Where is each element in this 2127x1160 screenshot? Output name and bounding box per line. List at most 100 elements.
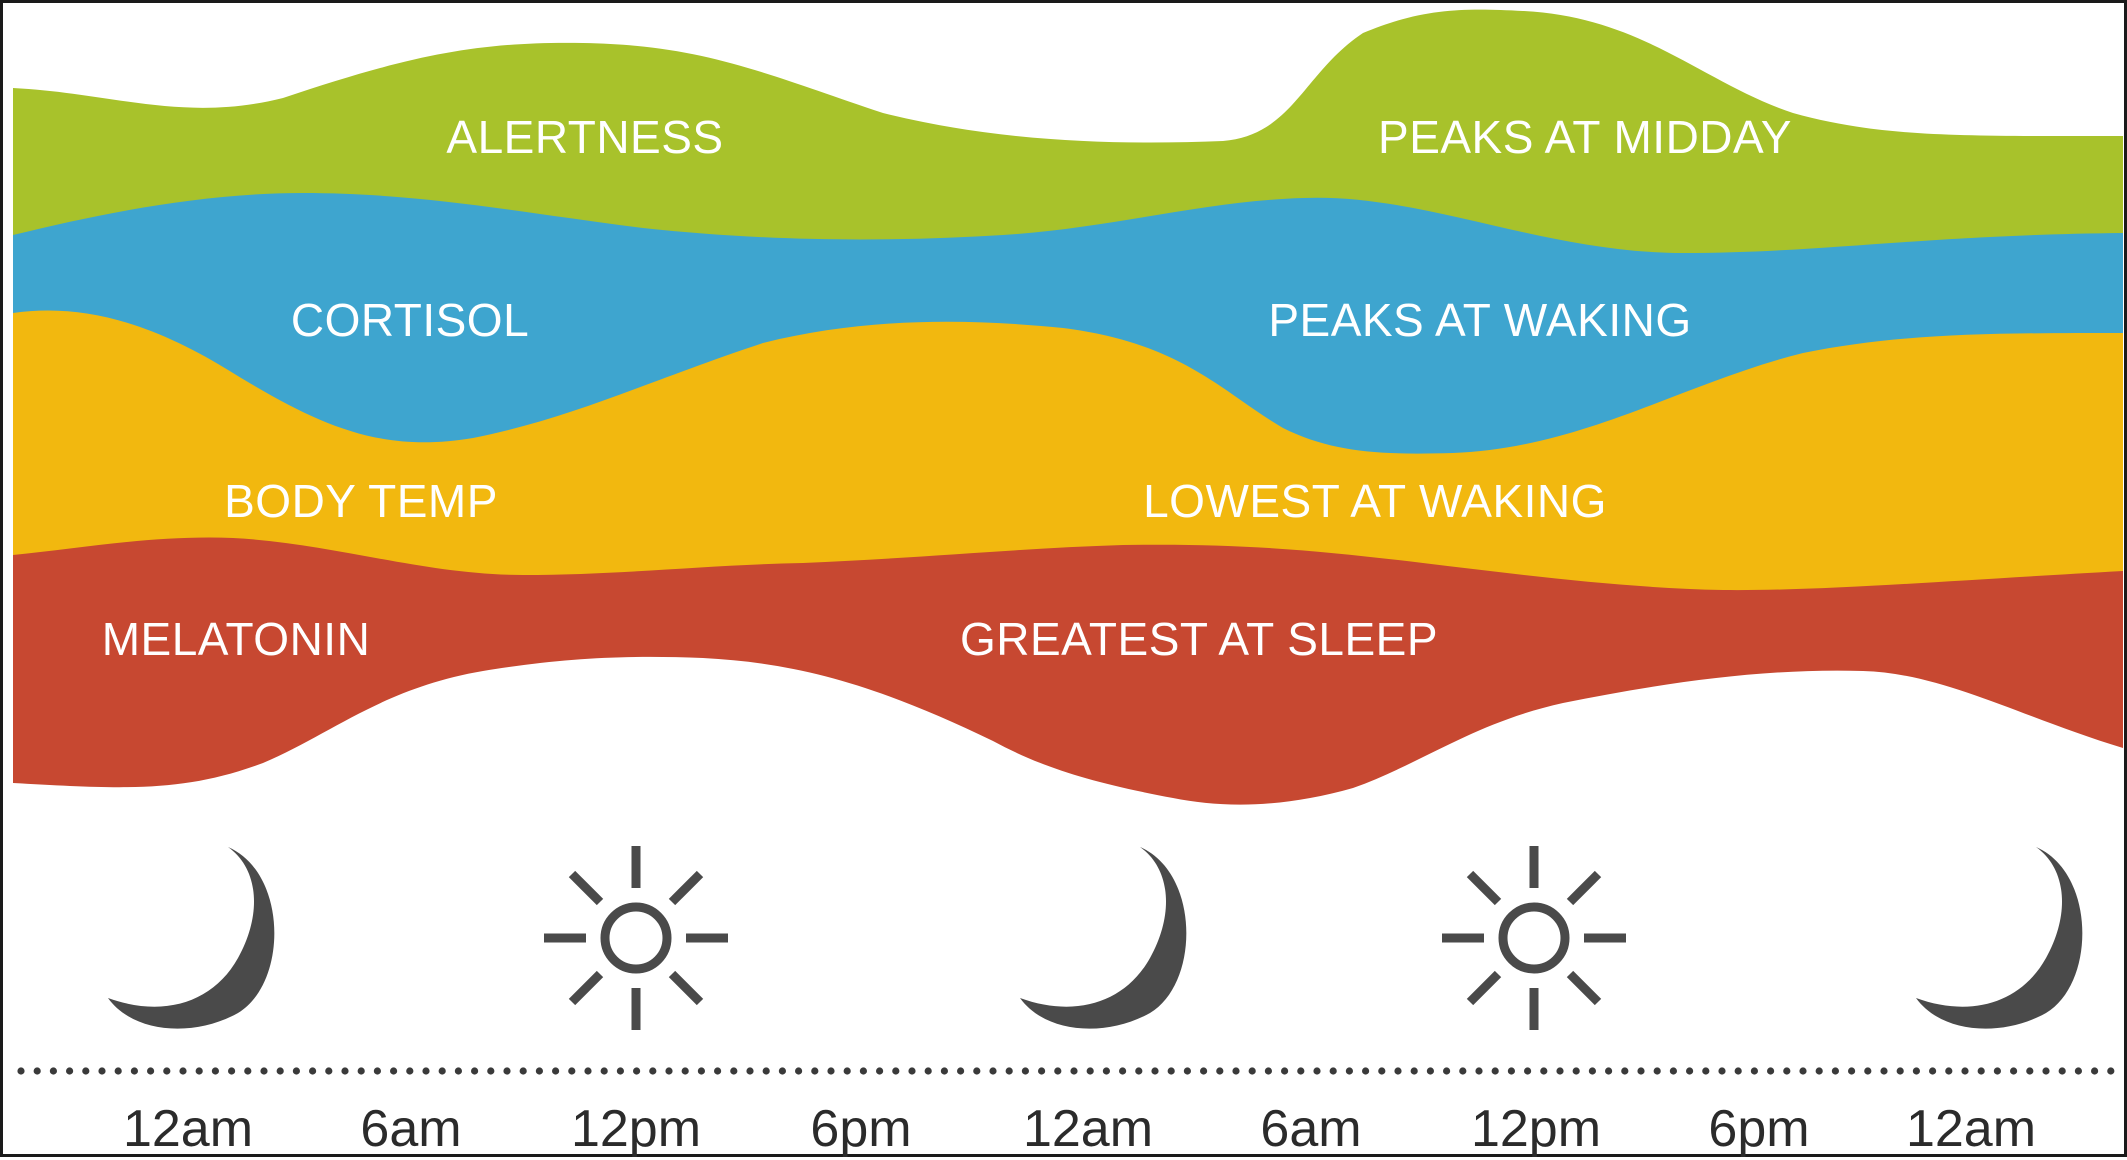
timeline-dot: [697, 1067, 706, 1075]
timeline-dot: [1929, 1067, 1937, 1075]
timeline-dot: [568, 1067, 576, 1075]
timeline-dot: [1410, 1067, 1418, 1075]
timeline-dot: [1151, 1067, 1159, 1075]
timeline-dot: [1313, 1067, 1321, 1075]
timeline-dot: [1831, 1067, 1839, 1075]
timeline-dot: [309, 1067, 317, 1075]
timeline-dot: [1232, 1067, 1240, 1075]
timeline-dot: [373, 1067, 381, 1075]
timeline-dot: [244, 1067, 252, 1075]
time-label: 6pm: [810, 1100, 911, 1158]
melatonin-band: [13, 537, 2123, 805]
timeline-dot: [1005, 1067, 1013, 1075]
timeline-dot: [746, 1067, 754, 1075]
timeline-dot: [1507, 1067, 1515, 1075]
timeline-dot: [82, 1067, 90, 1075]
timeline-dot: [600, 1067, 608, 1075]
time-label: 6am: [1260, 1100, 1361, 1158]
timeline-dot: [1119, 1067, 1127, 1075]
timeline-dot: [1686, 1067, 1694, 1075]
alertness-description: PEAKS AT MIDDAY: [1378, 111, 1792, 163]
timeline-dot: [1054, 1067, 1062, 1075]
timeline-dot: [1783, 1067, 1791, 1075]
timeline-dot: [1038, 1067, 1046, 1075]
timeline-dot: [1864, 1067, 1872, 1075]
timeline-dot: [406, 1067, 414, 1075]
timeline-dot: [454, 1067, 462, 1075]
timeline-dot: [1345, 1067, 1353, 1075]
timeline-dot: [1362, 1067, 1370, 1075]
timeline-dot: [228, 1067, 236, 1075]
timeline-dot: [503, 1067, 511, 1075]
timeline-dot: [957, 1067, 965, 1075]
timeline-dot: [260, 1067, 268, 1075]
timeline-dot: [1588, 1067, 1596, 1075]
timeline-dot: [1491, 1067, 1499, 1075]
dotted-timeline: [17, 1067, 2115, 1075]
timeline-dot: [1443, 1067, 1451, 1075]
timeline-dot: [1799, 1067, 1807, 1075]
timeline-dot: [552, 1067, 560, 1075]
timeline-dot: [584, 1067, 592, 1075]
timeline-dot: [924, 1067, 932, 1075]
timeline-dot: [730, 1067, 738, 1075]
timeline-dot: [2107, 1067, 2115, 1075]
timeline-dot: [1264, 1067, 1272, 1075]
timeline-dot: [535, 1067, 544, 1075]
timeline-dot: [940, 1067, 949, 1075]
cortisol-description: PEAKS AT WAKING: [1268, 294, 1691, 346]
timeline-dot: [1378, 1067, 1386, 1075]
timeline-dot: [1880, 1067, 1888, 1075]
timeline-dot: [1459, 1067, 1467, 1075]
time-label: 12am: [123, 1100, 253, 1158]
sun-icon: [1442, 846, 1626, 1030]
timeline-dot: [276, 1067, 284, 1075]
timeline-dot: [811, 1067, 819, 1075]
timeline-dot: [2091, 1067, 2099, 1075]
timeline-dot: [973, 1067, 981, 1075]
timeline-dot: [1912, 1067, 1920, 1075]
timeline-dot: [2058, 1067, 2066, 1075]
timeline-dot: [292, 1067, 300, 1075]
timeline-dot: [1167, 1067, 1175, 1075]
timeline-dot: [795, 1067, 803, 1075]
timeline-dot: [2010, 1067, 2018, 1075]
timeline-dot: [1961, 1067, 1969, 1075]
timeline-dot: [762, 1067, 770, 1075]
timeline-dot: [1135, 1067, 1143, 1075]
time-label: 12pm: [1471, 1100, 1601, 1158]
timeline-dot: [843, 1067, 851, 1075]
time-label: 6am: [360, 1100, 461, 1158]
timeline-dot: [665, 1067, 673, 1075]
timeline-dot: [2042, 1067, 2050, 1075]
timeline-dot: [989, 1067, 997, 1075]
timeline-dot: [1524, 1067, 1532, 1075]
moon-icon: [1916, 847, 2083, 1029]
timeline-dot: [195, 1067, 203, 1075]
timeline-dot: [1734, 1067, 1742, 1075]
timeline-dot: [1281, 1067, 1289, 1075]
timeline-dot: [1669, 1067, 1677, 1075]
timeline-dot: [390, 1067, 398, 1075]
timeline-dot: [1815, 1067, 1823, 1075]
timeline-dot: [1216, 1067, 1224, 1075]
timeline-dot: [908, 1067, 916, 1075]
sun-icon: [544, 846, 728, 1030]
timeline-dot: [1394, 1067, 1402, 1075]
timeline-dot: [1248, 1067, 1256, 1075]
cortisol-band: [13, 193, 2123, 463]
timeline-dot: [1183, 1067, 1191, 1075]
time-label: 6pm: [1708, 1100, 1809, 1158]
alertness-label: ALERTNESS: [446, 111, 723, 163]
body-temp-band: [13, 310, 2123, 623]
timeline-dot: [649, 1067, 657, 1075]
moon-icon: [108, 847, 275, 1029]
timeline-dot: [1767, 1067, 1775, 1075]
timeline-dot: [179, 1067, 187, 1075]
timeline-dot: [778, 1067, 787, 1075]
timeline-dot: [1718, 1067, 1726, 1075]
timeline-dot: [892, 1067, 900, 1075]
timeline-dot: [1329, 1067, 1337, 1075]
timeline-dot: [33, 1067, 41, 1075]
